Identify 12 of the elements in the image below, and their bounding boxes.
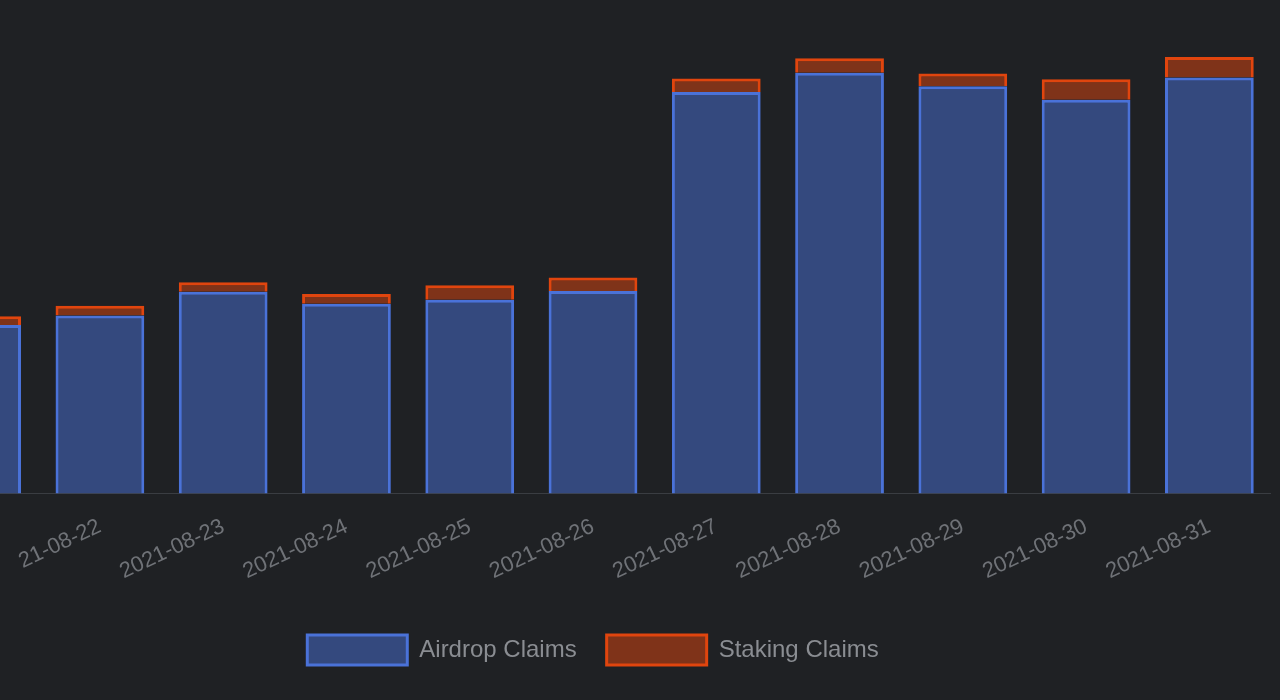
bar [1164,57,1254,78]
bar [178,282,268,292]
bar [918,73,1008,87]
legend-label: Airdrop Claims [419,634,577,662]
bar [548,277,638,291]
bar [425,285,515,300]
bar [1041,79,1131,100]
bar [795,58,884,73]
bar [671,78,761,92]
bar [55,305,145,316]
legend-label: Staking Claims [718,634,879,662]
bar [302,294,391,304]
